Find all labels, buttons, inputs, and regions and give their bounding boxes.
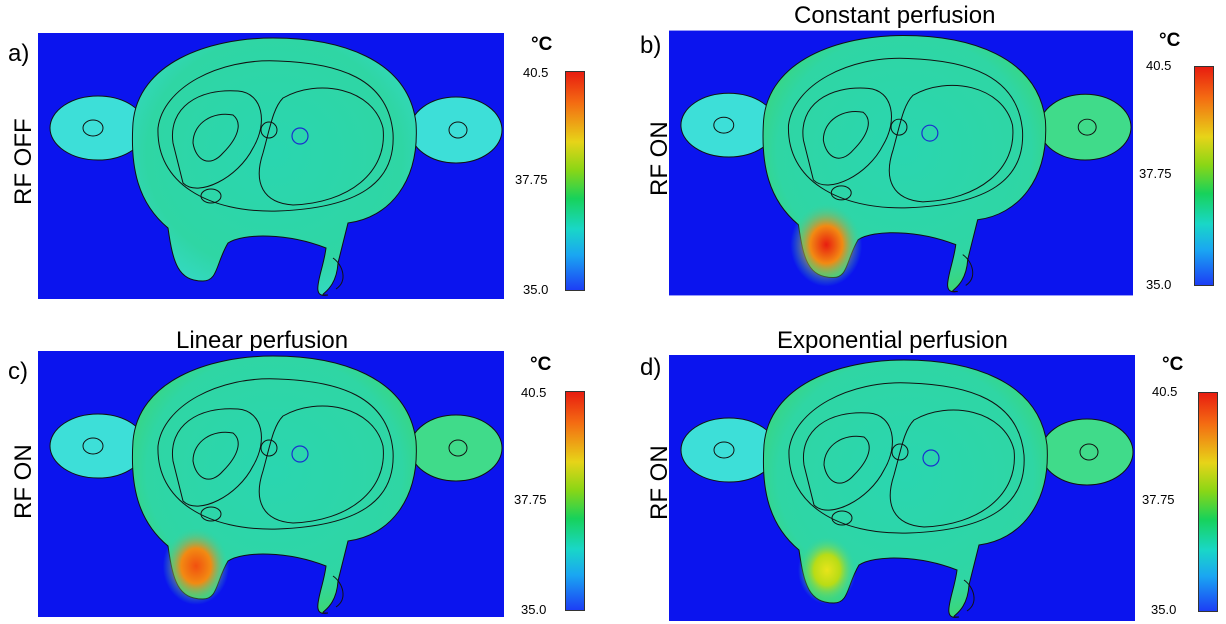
panel-d: Exponential perfusion d) RF ON °C 40.5 3… — [613, 312, 1226, 624]
colorbar-mid-label: 37.75 — [1139, 166, 1172, 181]
colorbar — [1198, 392, 1218, 612]
thermal-map — [38, 351, 504, 617]
thermal-map-svg — [669, 30, 1133, 296]
panel-letter: c) — [8, 358, 28, 385]
panel-a: a) RF OFF °C 40.5 37.75 35.0 — [0, 0, 613, 312]
colorbar — [1194, 66, 1214, 286]
panel-letter: a) — [8, 40, 30, 67]
panel-title: Constant perfusion — [794, 2, 996, 29]
panel-c: Linear perfusion c) RF ON °C 40.5 37.75 … — [0, 312, 613, 624]
colorbar-unit: °C — [531, 34, 553, 55]
panel-side-label: RF OFF — [10, 118, 37, 205]
thermal-map — [669, 30, 1133, 296]
colorbar-min-label: 35.0 — [521, 602, 547, 617]
colorbar-mid-label: 37.75 — [514, 492, 547, 507]
panel-b: Constant perfusion b) RF ON °C 40.5 37.7… — [613, 0, 1226, 312]
colorbar-max-label: 40.5 — [523, 65, 549, 80]
colorbar-min-label: 35.0 — [523, 282, 549, 297]
colorbar-max-label: 40.5 — [1146, 58, 1172, 73]
colorbar-mid-label: 37.75 — [1142, 492, 1175, 507]
colorbar — [565, 391, 585, 611]
hotspot — [162, 527, 230, 605]
panel-side-label: RF ON — [10, 444, 37, 519]
thermal-map — [669, 354, 1135, 622]
colorbar-min-label: 35.0 — [1146, 277, 1172, 292]
colorbar-max-label: 40.5 — [521, 385, 547, 400]
panel-title: Linear perfusion — [176, 327, 349, 354]
panel-letter: d) — [640, 354, 662, 381]
colorbar-min-label: 35.0 — [1151, 602, 1177, 617]
hotspot — [790, 202, 863, 287]
thermal-map-svg — [38, 351, 504, 617]
colorbar-mid-label: 37.75 — [515, 172, 548, 187]
colorbar-unit: °C — [1162, 354, 1184, 375]
panel-title: Exponential perfusion — [777, 327, 1008, 354]
thermal-map-svg — [669, 355, 1135, 621]
thermal-map — [38, 33, 504, 299]
colorbar-unit: °C — [1159, 30, 1181, 51]
colorbar — [565, 71, 585, 291]
hotspot — [798, 536, 856, 604]
colorbar-unit: °C — [530, 354, 552, 375]
panel-letter: b) — [640, 32, 662, 59]
thermal-map-svg — [38, 33, 504, 299]
colorbar-max-label: 40.5 — [1152, 384, 1178, 399]
